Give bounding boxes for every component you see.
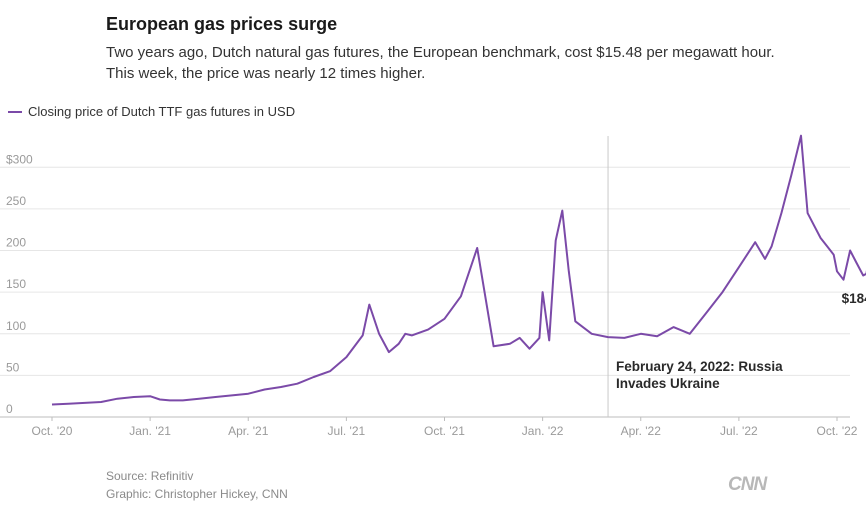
x-tick-label: Jan. '21 bbox=[129, 424, 171, 438]
cnn-logo: CNN bbox=[728, 474, 767, 495]
graphic-credit: Graphic: Christopher Hickey, CNN bbox=[106, 487, 288, 501]
legend-label: Closing price of Dutch TTF gas futures i… bbox=[28, 104, 296, 119]
legend: Closing price of Dutch TTF gas futures i… bbox=[8, 104, 295, 119]
legend-swatch bbox=[8, 110, 22, 113]
chart-title: European gas prices surge bbox=[106, 14, 338, 34]
source-note: Source: Refinitiv bbox=[106, 469, 194, 483]
y-tick-label: 150 bbox=[6, 277, 26, 291]
x-tick-label: Oct. '22 bbox=[817, 424, 858, 438]
x-tick-label: Oct. '20 bbox=[32, 424, 73, 438]
x-tick-label: Jul. '21 bbox=[328, 424, 366, 438]
annotation-text-line1: February 24, 2022: Russia bbox=[616, 359, 783, 374]
annotation-text-line2: Invades Ukraine bbox=[616, 376, 720, 391]
y-tick-label: 250 bbox=[6, 194, 26, 208]
x-tick-label: Oct. '21 bbox=[424, 424, 465, 438]
x-tick-label: Apr. '22 bbox=[621, 424, 662, 438]
chart-subtitle: Two years ago, Dutch natural gas futures… bbox=[106, 44, 775, 82]
y-tick-label: 50 bbox=[6, 360, 20, 374]
x-tick-label: Apr. '21 bbox=[228, 424, 269, 438]
x-tick-label: Jan. '22 bbox=[522, 424, 564, 438]
y-tick-label: $300 bbox=[6, 152, 33, 166]
y-tick-label: 200 bbox=[6, 236, 26, 250]
y-tick-label: 0 bbox=[6, 402, 13, 416]
price-series-line bbox=[51, 134, 866, 406]
y-tick-label: 100 bbox=[6, 319, 26, 333]
x-tick-label: Jul. '22 bbox=[720, 424, 758, 438]
end-value-label: $184.17 bbox=[842, 291, 866, 306]
